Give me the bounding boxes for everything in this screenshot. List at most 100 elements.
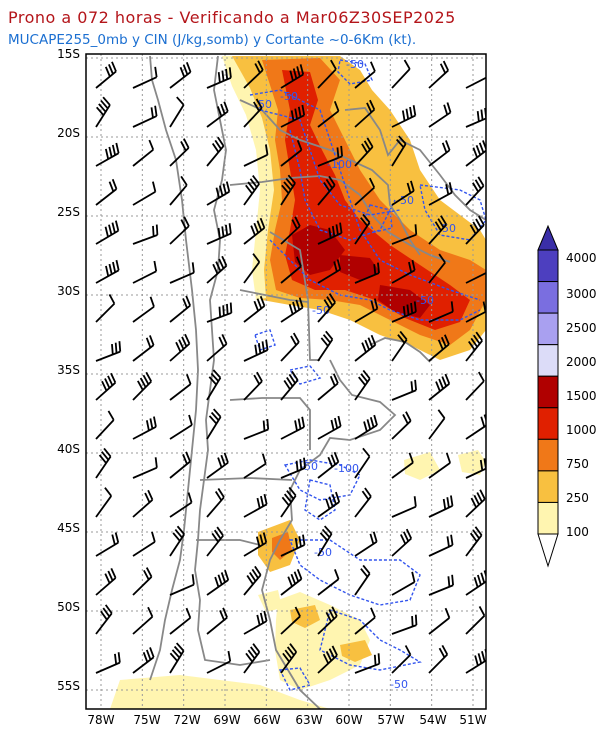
wind-barb xyxy=(428,452,451,479)
colorbar-label: 2500 xyxy=(566,321,597,335)
cin-contour xyxy=(304,479,336,521)
wind-barb xyxy=(243,98,263,128)
wind-barb xyxy=(354,298,379,323)
border-bolivia-paraguay xyxy=(239,99,421,256)
cape-1500-region-east xyxy=(378,285,430,318)
wind-barb xyxy=(465,526,483,557)
wind-barb xyxy=(317,606,338,635)
wind-barb xyxy=(391,105,417,128)
wind-barb xyxy=(132,457,158,479)
wind-barb xyxy=(280,486,297,518)
wind-barb xyxy=(243,217,266,245)
wind-barb xyxy=(391,301,417,323)
wind-barb xyxy=(465,570,486,596)
wind-barb xyxy=(317,451,340,479)
wind-barb xyxy=(169,333,191,362)
wind-barb xyxy=(95,178,118,206)
wind-barb xyxy=(132,531,156,557)
contour-label: -100 xyxy=(327,158,352,171)
wind-barb xyxy=(391,571,416,596)
wind-barb xyxy=(169,607,192,635)
wind-barb xyxy=(95,652,121,674)
wind-barb xyxy=(206,369,222,401)
lon-label: 63W xyxy=(295,713,322,727)
wind-barb xyxy=(317,491,341,518)
wind-barb xyxy=(206,101,229,128)
wind-barb xyxy=(169,175,188,206)
wind-barb xyxy=(428,607,451,635)
wind-barb xyxy=(169,525,185,557)
wind-barb xyxy=(95,220,120,245)
wind-barb xyxy=(169,492,193,518)
map-frame xyxy=(85,53,487,710)
cin-contour xyxy=(278,667,312,691)
wind-barb xyxy=(206,181,231,206)
wind-barb xyxy=(206,302,233,323)
lat-label: 35S xyxy=(57,363,80,377)
wind-barb xyxy=(280,643,298,674)
wind-barb xyxy=(354,213,371,245)
wind-barb xyxy=(132,606,154,635)
wind-barb xyxy=(132,260,158,284)
border-brazil-east xyxy=(344,107,486,221)
cape-250-region-south-3 xyxy=(340,640,372,662)
wind-barb xyxy=(206,255,228,284)
wind-barb xyxy=(243,253,261,284)
wind-barb xyxy=(132,181,157,206)
wind-barb xyxy=(280,606,301,635)
colorbar-bottom-arrow xyxy=(537,533,559,568)
wind-barb xyxy=(280,216,301,245)
border-province-3 xyxy=(199,477,293,481)
wind-barb xyxy=(206,136,225,167)
contour-label: -100 xyxy=(334,462,359,475)
wind-barb xyxy=(354,262,380,284)
wind-barb xyxy=(95,259,120,284)
border-chile-coast xyxy=(149,55,199,681)
wind-barb xyxy=(280,370,299,401)
cape-1500-region-center xyxy=(340,255,380,280)
wind-barb xyxy=(391,224,418,245)
border-andes xyxy=(194,55,271,666)
colorbar-swatch xyxy=(537,501,559,535)
wind-barb xyxy=(206,223,232,245)
wind-barb xyxy=(465,606,486,635)
wind-barb xyxy=(206,569,230,596)
colorbar-label: 250 xyxy=(566,491,589,505)
wind-barb xyxy=(206,408,222,440)
wind-barb xyxy=(354,414,378,440)
wind-barb xyxy=(243,371,263,401)
wind-barb xyxy=(428,140,451,167)
graticule xyxy=(86,54,486,709)
wind-barb xyxy=(169,62,192,89)
wind-barb xyxy=(280,457,306,479)
plot-subtitle: MUCAPE255_0mb y CIN (J/kg,somb) y Cortan… xyxy=(8,32,417,48)
lat-label: 20S xyxy=(57,126,80,140)
wind-barb xyxy=(317,175,336,206)
wind-barb xyxy=(317,330,334,362)
wind-barb xyxy=(391,496,417,518)
wind-barb xyxy=(95,341,122,362)
wind-barb xyxy=(95,142,120,167)
wind-barb xyxy=(95,604,113,635)
lon-label: 54W xyxy=(419,713,446,727)
wind-barb xyxy=(169,574,195,596)
cin-contour xyxy=(288,539,421,606)
wind-barb xyxy=(132,224,159,245)
border-province-4 xyxy=(196,539,261,546)
wind-barb xyxy=(95,61,117,89)
wind-barb xyxy=(95,96,111,128)
wind-barb xyxy=(169,451,191,479)
wind-barb xyxy=(317,145,344,167)
wind-barb xyxy=(465,301,486,323)
colorbar-label: 3000 xyxy=(566,287,597,301)
wind-barb xyxy=(354,487,372,518)
wind-barb xyxy=(317,415,342,440)
wind-barb xyxy=(354,99,376,128)
lat-label: 30S xyxy=(57,284,80,298)
border-argentina-north xyxy=(229,175,451,263)
wind-barb xyxy=(206,452,229,479)
wind-barb xyxy=(428,373,451,401)
wind-barbs xyxy=(95,59,486,674)
colorbar-swatch xyxy=(537,470,559,503)
